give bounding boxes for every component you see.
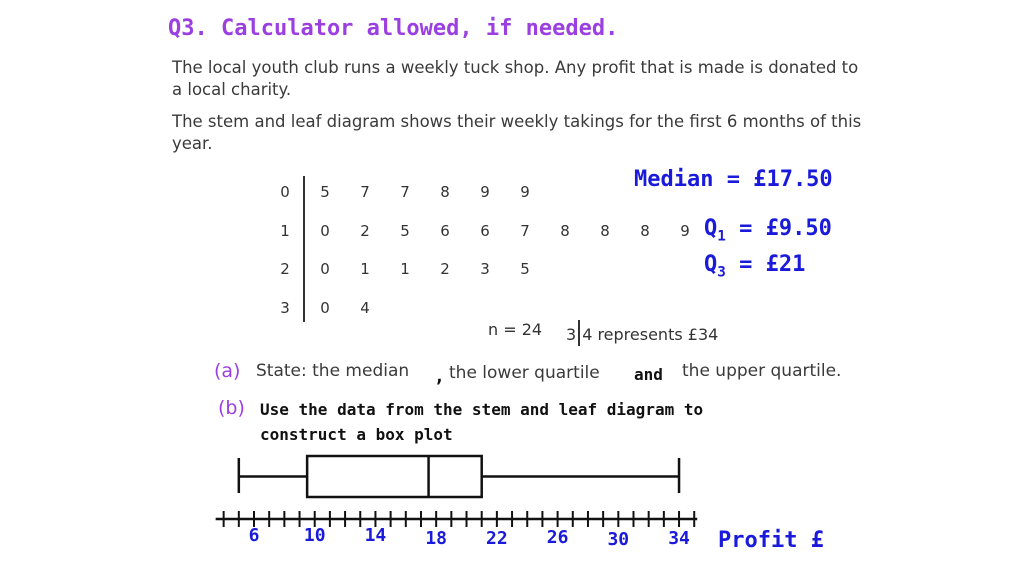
part-a-and: and [634,365,663,384]
median-answer: Median = £17.50 [634,167,833,192]
leaf: 0 [320,260,330,278]
q1-subscript: 1 [717,228,726,245]
key-stem: 3 [566,325,577,344]
tick-label: 6 [249,525,260,546]
leaf: 3 [480,260,490,278]
leaf: 1 [400,260,410,278]
stem-1: 1 [280,222,290,240]
sample-size: n = 24 [488,320,543,339]
q3-letter: Q [704,252,718,277]
leaf: 2 [360,222,370,240]
leaf: 0 [320,222,330,240]
leaf: 2 [440,260,450,278]
tick-label: 14 [365,525,387,546]
leaf: 8 [440,183,450,201]
leaf: 8 [640,222,650,240]
tick-label: 22 [486,528,508,549]
leaf: 7 [520,222,530,240]
iqr-box [305,454,483,499]
part-a-comma: , [434,366,445,387]
leaf: 8 [560,222,570,240]
stem-2: 2 [280,260,290,278]
tick-label: 26 [547,527,569,548]
axis-title: Profit £ [718,528,824,553]
part-a-label: (a) [214,360,241,382]
leaf: 5 [400,222,410,240]
q3-answer: Q3 = £21 [704,252,805,280]
key: 3 4 represents £34 [566,320,718,346]
q1-answer: Q1 = £9.50 [704,216,832,244]
box-plot-chart: 6 10 14 18 22 26 30 34 Profit £ [215,454,824,553]
leaf: 5 [520,260,530,278]
leaf: 5 [320,183,330,201]
intro-paragraph: The local youth club runs a weekly tuck … [172,58,859,99]
tick-label: 34 [668,528,690,549]
question-title: Q3. Calculator allowed, if needed. [168,16,619,41]
leaf: 6 [480,222,490,240]
leaf: 0 [320,299,330,317]
key-text: 4 represents £34 [582,325,719,344]
key-divider [578,320,581,346]
q1-value: = £9.50 [725,216,832,241]
leaf: 8 [600,222,610,240]
stem-leaf-description: The stem and leaf diagram shows their we… [172,112,862,153]
leaf: 9 [520,183,530,201]
leaf: 9 [680,222,690,240]
q3-subscript: 3 [717,264,726,281]
q1-letter: Q [704,216,718,241]
q3-value: = £21 [725,252,806,277]
tick-label: 10 [304,525,326,546]
stem-3: 3 [280,299,290,317]
stem-divider [303,176,305,322]
leaf: 7 [400,183,410,201]
leaf: 4 [360,299,370,317]
part-a-text-upper: the upper quartile. [682,361,842,381]
part-b-label: (b) [218,397,245,419]
part-a-text-lower: the lower quartile [449,363,600,383]
leaf: 7 [360,183,370,201]
tick-label: 30 [607,529,629,550]
part-b-line2: construct a box plot [260,425,453,444]
leaf: 9 [480,183,490,201]
stem-0: 0 [280,183,290,201]
leaf: 6 [440,222,450,240]
tick-label: 18 [425,528,447,549]
part-a-text-median: State: the median [256,361,410,381]
part-b-line1: Use the data from the stem and leaf diag… [260,400,704,419]
leaf: 1 [360,260,370,278]
